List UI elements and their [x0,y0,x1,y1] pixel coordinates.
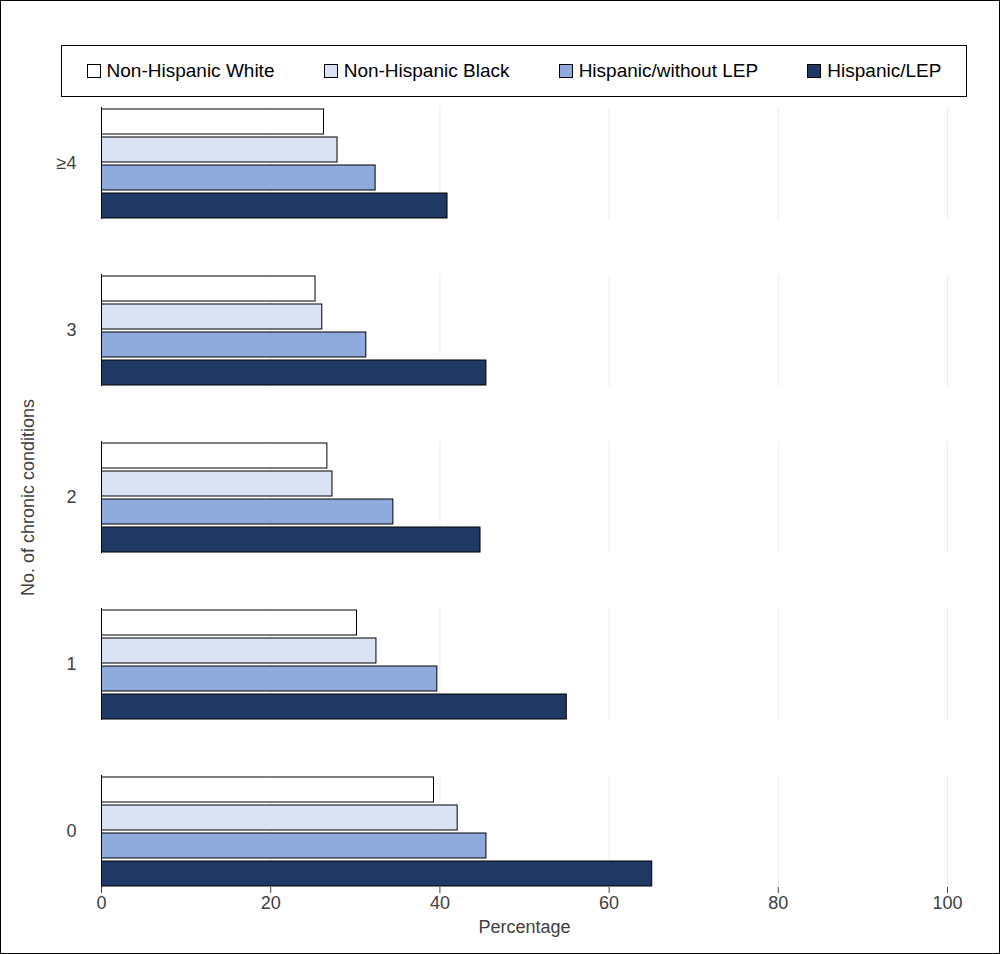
svg-text:Percentage: Percentage [478,917,570,937]
svg-text:100: 100 [932,893,962,913]
svg-text:0: 0 [96,893,106,913]
html-text:Hispanic/LEP: Hispanic/LEP [827,60,942,81]
svg-text:3: 3 [66,320,76,340]
svg-text:0: 0 [66,821,76,841]
svg-text:No. of chronic conditions: No. of chronic conditions [18,399,38,596]
svg-text:60: 60 [599,893,619,913]
svg-text:40: 40 [430,893,450,913]
svg-text:20: 20 [261,893,281,913]
svg-text:80: 80 [768,893,788,913]
svg-text:≥4: ≥4 [57,153,77,173]
html-text:Hispanic/without LEP: Hispanic/without LEP [578,60,759,81]
html-text:Non-Hispanic Black: Non-Hispanic Black [343,60,510,81]
svg-text:1: 1 [66,654,76,674]
html-text:Non-Hispanic White: Non-Hispanic White [106,60,275,81]
svg-text:2: 2 [66,487,76,507]
